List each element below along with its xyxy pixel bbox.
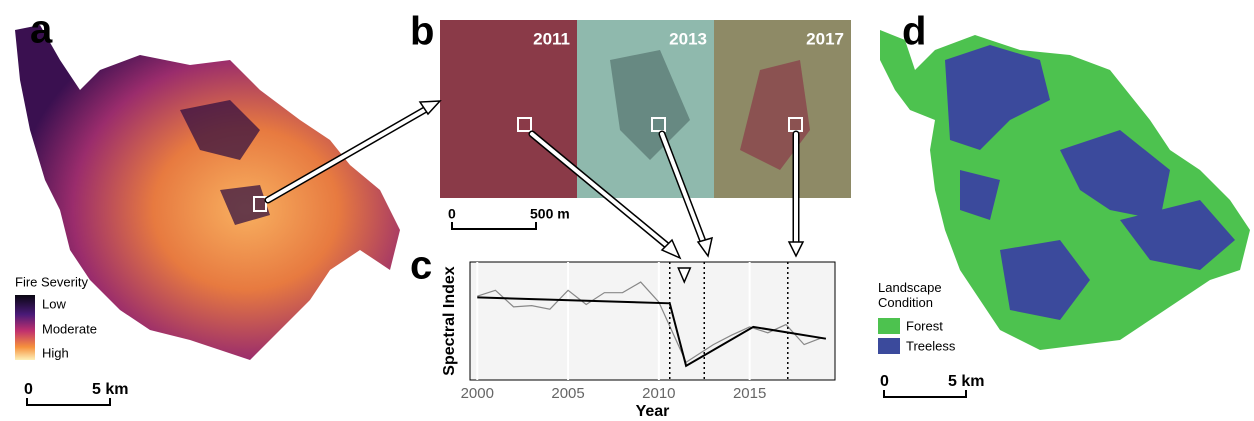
year-label: 2013: [669, 29, 707, 48]
year-label: 2011: [533, 29, 570, 48]
figure: a Fire Severity Low Moderate High 0 5 km…: [0, 0, 1254, 421]
scale-bar: [884, 390, 966, 397]
legend-title: Landscape Condition: [878, 280, 973, 310]
panel-label: b: [410, 10, 434, 54]
scale-bar: [27, 398, 110, 405]
x-tick-label: 2015: [733, 385, 766, 402]
year-label: 2017: [806, 29, 844, 48]
scale-label: 0: [880, 373, 889, 390]
legend-swatch: [878, 338, 900, 354]
legend-label: Treeless: [906, 338, 956, 353]
scale-label: 5 km: [92, 381, 128, 398]
legend-swatch: [878, 318, 900, 334]
scale-label: 0: [448, 206, 456, 222]
legend-title: Fire Severity: [15, 274, 88, 289]
y-axis-label: Spectral Index: [441, 266, 458, 375]
legend-label: Forest: [906, 318, 943, 333]
legend-label: Low: [42, 296, 66, 311]
line-chart: c 2000 2005 2010 2015 Year Spectral Index: [410, 244, 835, 421]
x-tick-label: 2010: [642, 385, 675, 402]
fire-severity-map: [15, 25, 400, 360]
figure-canvas: a Fire Severity Low Moderate High 0 5 km…: [0, 0, 1254, 421]
x-tick-label: 2000: [461, 385, 494, 402]
legend-label: High: [42, 345, 69, 360]
scale-label: 500 m: [530, 206, 570, 222]
panel-label: a: [30, 8, 53, 52]
scale-bar: [452, 222, 536, 229]
x-tick-label: 2005: [551, 385, 584, 402]
color-ramp: [15, 295, 35, 360]
plot-area: [470, 262, 835, 380]
legend-label: Moderate: [42, 321, 97, 336]
scale-label: 0: [24, 381, 33, 398]
x-axis-label: Year: [636, 403, 670, 420]
panel-label: c: [410, 244, 432, 288]
scale-label: 5 km: [948, 373, 984, 390]
